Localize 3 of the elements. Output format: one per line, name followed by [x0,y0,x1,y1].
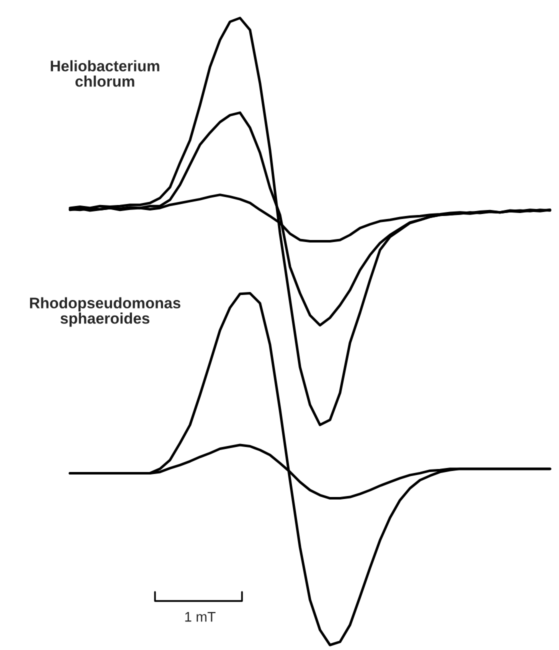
annotation: Heliobacterium chlorum [50,60,160,87]
annotation: Rhodopseudomonas sphaeroides [30,297,180,327]
annotation: 1 mT [185,612,216,622]
